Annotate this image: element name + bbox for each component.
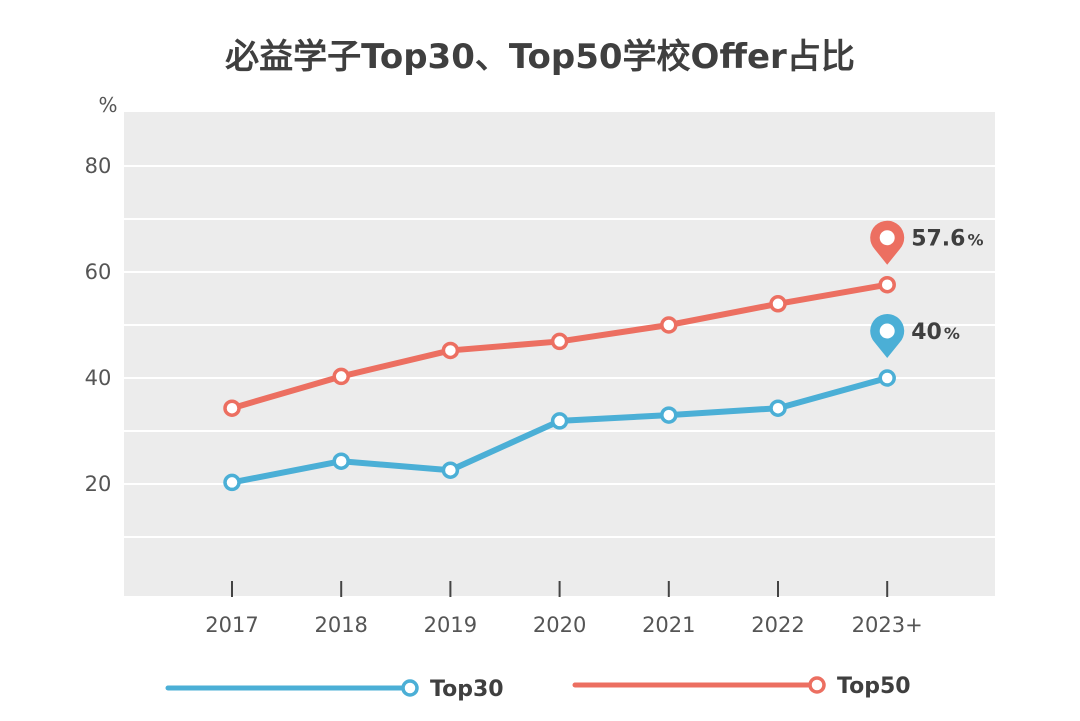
y-axis: 20 40 60 80: [85, 154, 112, 496]
x-tick-label-2023: 2023+: [852, 613, 923, 637]
y-tick-label-80: 80: [85, 154, 112, 178]
data-point-top50-2023: [878, 275, 896, 294]
legend-label-top30: Top30: [430, 677, 504, 702]
y-tick-label-20: 20: [85, 472, 112, 496]
x-tick-label-2018: 2018: [314, 613, 367, 637]
legend-marker-top30: [401, 679, 419, 697]
x-tick-label-2017: 2017: [205, 613, 258, 637]
data-point-top50-2018: [332, 367, 350, 386]
plot-area: [124, 112, 995, 596]
callout-top50: 57.6%: [870, 220, 984, 265]
map-pin-dot: [879, 230, 895, 246]
x-tick-label-2022: 2022: [751, 613, 804, 637]
data-point-top30-2018: [332, 452, 350, 470]
callout-label-top30: 40%: [911, 320, 960, 345]
y-tick-label-60: 60: [85, 260, 112, 284]
x-tick-label-2021: 2021: [642, 613, 695, 637]
x-tick-label-2020: 2020: [533, 613, 586, 637]
data-point-top30-2017: [223, 473, 241, 492]
callouts: 40 % 57.6%: [870, 220, 984, 358]
map-pin-dot: [879, 323, 895, 339]
callout-top30: 40%: [870, 313, 960, 358]
data-point-top30-2021: [660, 406, 678, 424]
series-top50: [223, 275, 896, 417]
data-point-top50-2020: [550, 332, 569, 351]
gridlines: [124, 165, 995, 538]
data-point-top50-2022: [769, 295, 787, 313]
data-point-top30-2020: [550, 412, 569, 430]
legend-item-top50: Top50: [572, 674, 911, 699]
y-axis-unit: %: [98, 93, 117, 117]
series-top30: [223, 369, 896, 492]
x-axis: 2017 2018 2019 2020 2021 2022 2023+: [205, 581, 923, 637]
y-tick-label-40: 40: [85, 366, 112, 390]
data-point-top30-2022: [769, 399, 787, 417]
data-point-top30-2023: [878, 369, 896, 387]
chart-title: 必益学子Top30、Top50学校Offer占比: [225, 37, 855, 77]
legend-label-top50: Top50: [837, 674, 911, 699]
data-point-top30-2019: [441, 461, 460, 479]
legend: Top30 Top50: [165, 674, 911, 702]
callout-label-top50: 57.6%: [911, 227, 983, 252]
data-point-top50-2019: [441, 341, 460, 360]
legend-item-top30: Top30: [165, 677, 504, 702]
data-point-top50-2017: [223, 399, 241, 417]
x-tick-label-2019: 2019: [424, 613, 477, 637]
data-point-top50-2021: [660, 316, 678, 334]
legend-marker-top50: [808, 676, 826, 694]
series: [223, 275, 896, 492]
